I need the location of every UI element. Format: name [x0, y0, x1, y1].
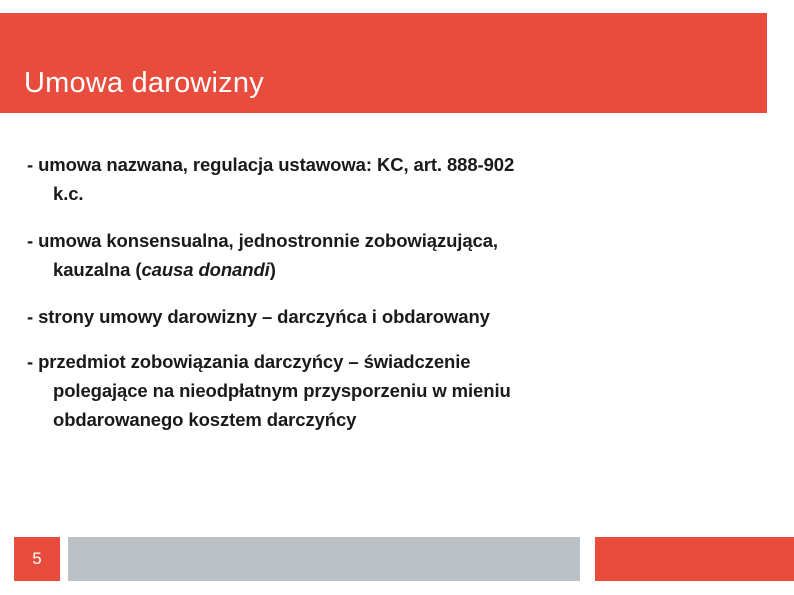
page-number-label: 5	[32, 549, 42, 568]
bullet-1-line-1: - umowa nazwana, regulacja ustawowa: KC,…	[27, 154, 515, 175]
title-banner: Umowa darowizny	[0, 13, 767, 113]
bullet-2-line-1: - umowa konsensualna, jednostronnie zobo…	[27, 230, 498, 251]
bullet-3-line-1: - strony umowy darowizny – darczyńca i o…	[27, 306, 490, 327]
footer-decoration-red	[595, 537, 794, 581]
page-number-badge: 5	[14, 537, 60, 581]
bullet-4-line-3: obdarowanego kosztem darczyńcy	[53, 409, 357, 430]
bullet-4-line-2: polegające na nieodpłatnym przysporzeniu…	[53, 380, 511, 401]
bullet-item-3: - strony umowy darowizny – darczyńca i o…	[0, 302, 794, 331]
slide-footer: 5	[0, 537, 794, 581]
bullet-2-text-before: kauzalna (	[53, 259, 142, 280]
bullet-2-text-after: )	[269, 259, 276, 280]
slide-body: - umowa nazwana, regulacja ustawowa: KC,…	[0, 150, 794, 452]
footer-decoration-gray	[68, 537, 580, 581]
bullet-item-4: - przedmiot zobowiązania darczyńcy – świ…	[0, 347, 794, 434]
bullet-2-latin-phrase: causa donandi	[141, 259, 270, 280]
bullet-1-line-2: k.c.	[53, 183, 84, 204]
bullet-item-2: - umowa konsensualna, jednostronnie zobo…	[0, 226, 794, 284]
bullet-4-line-1: - przedmiot zobowiązania darczyńcy – świ…	[27, 351, 471, 372]
page-title: Umowa darowizny	[24, 67, 264, 99]
bullet-item-1: - umowa nazwana, regulacja ustawowa: KC,…	[0, 150, 794, 208]
bullet-2-line-2: kauzalna (causa donandi)	[27, 255, 754, 284]
